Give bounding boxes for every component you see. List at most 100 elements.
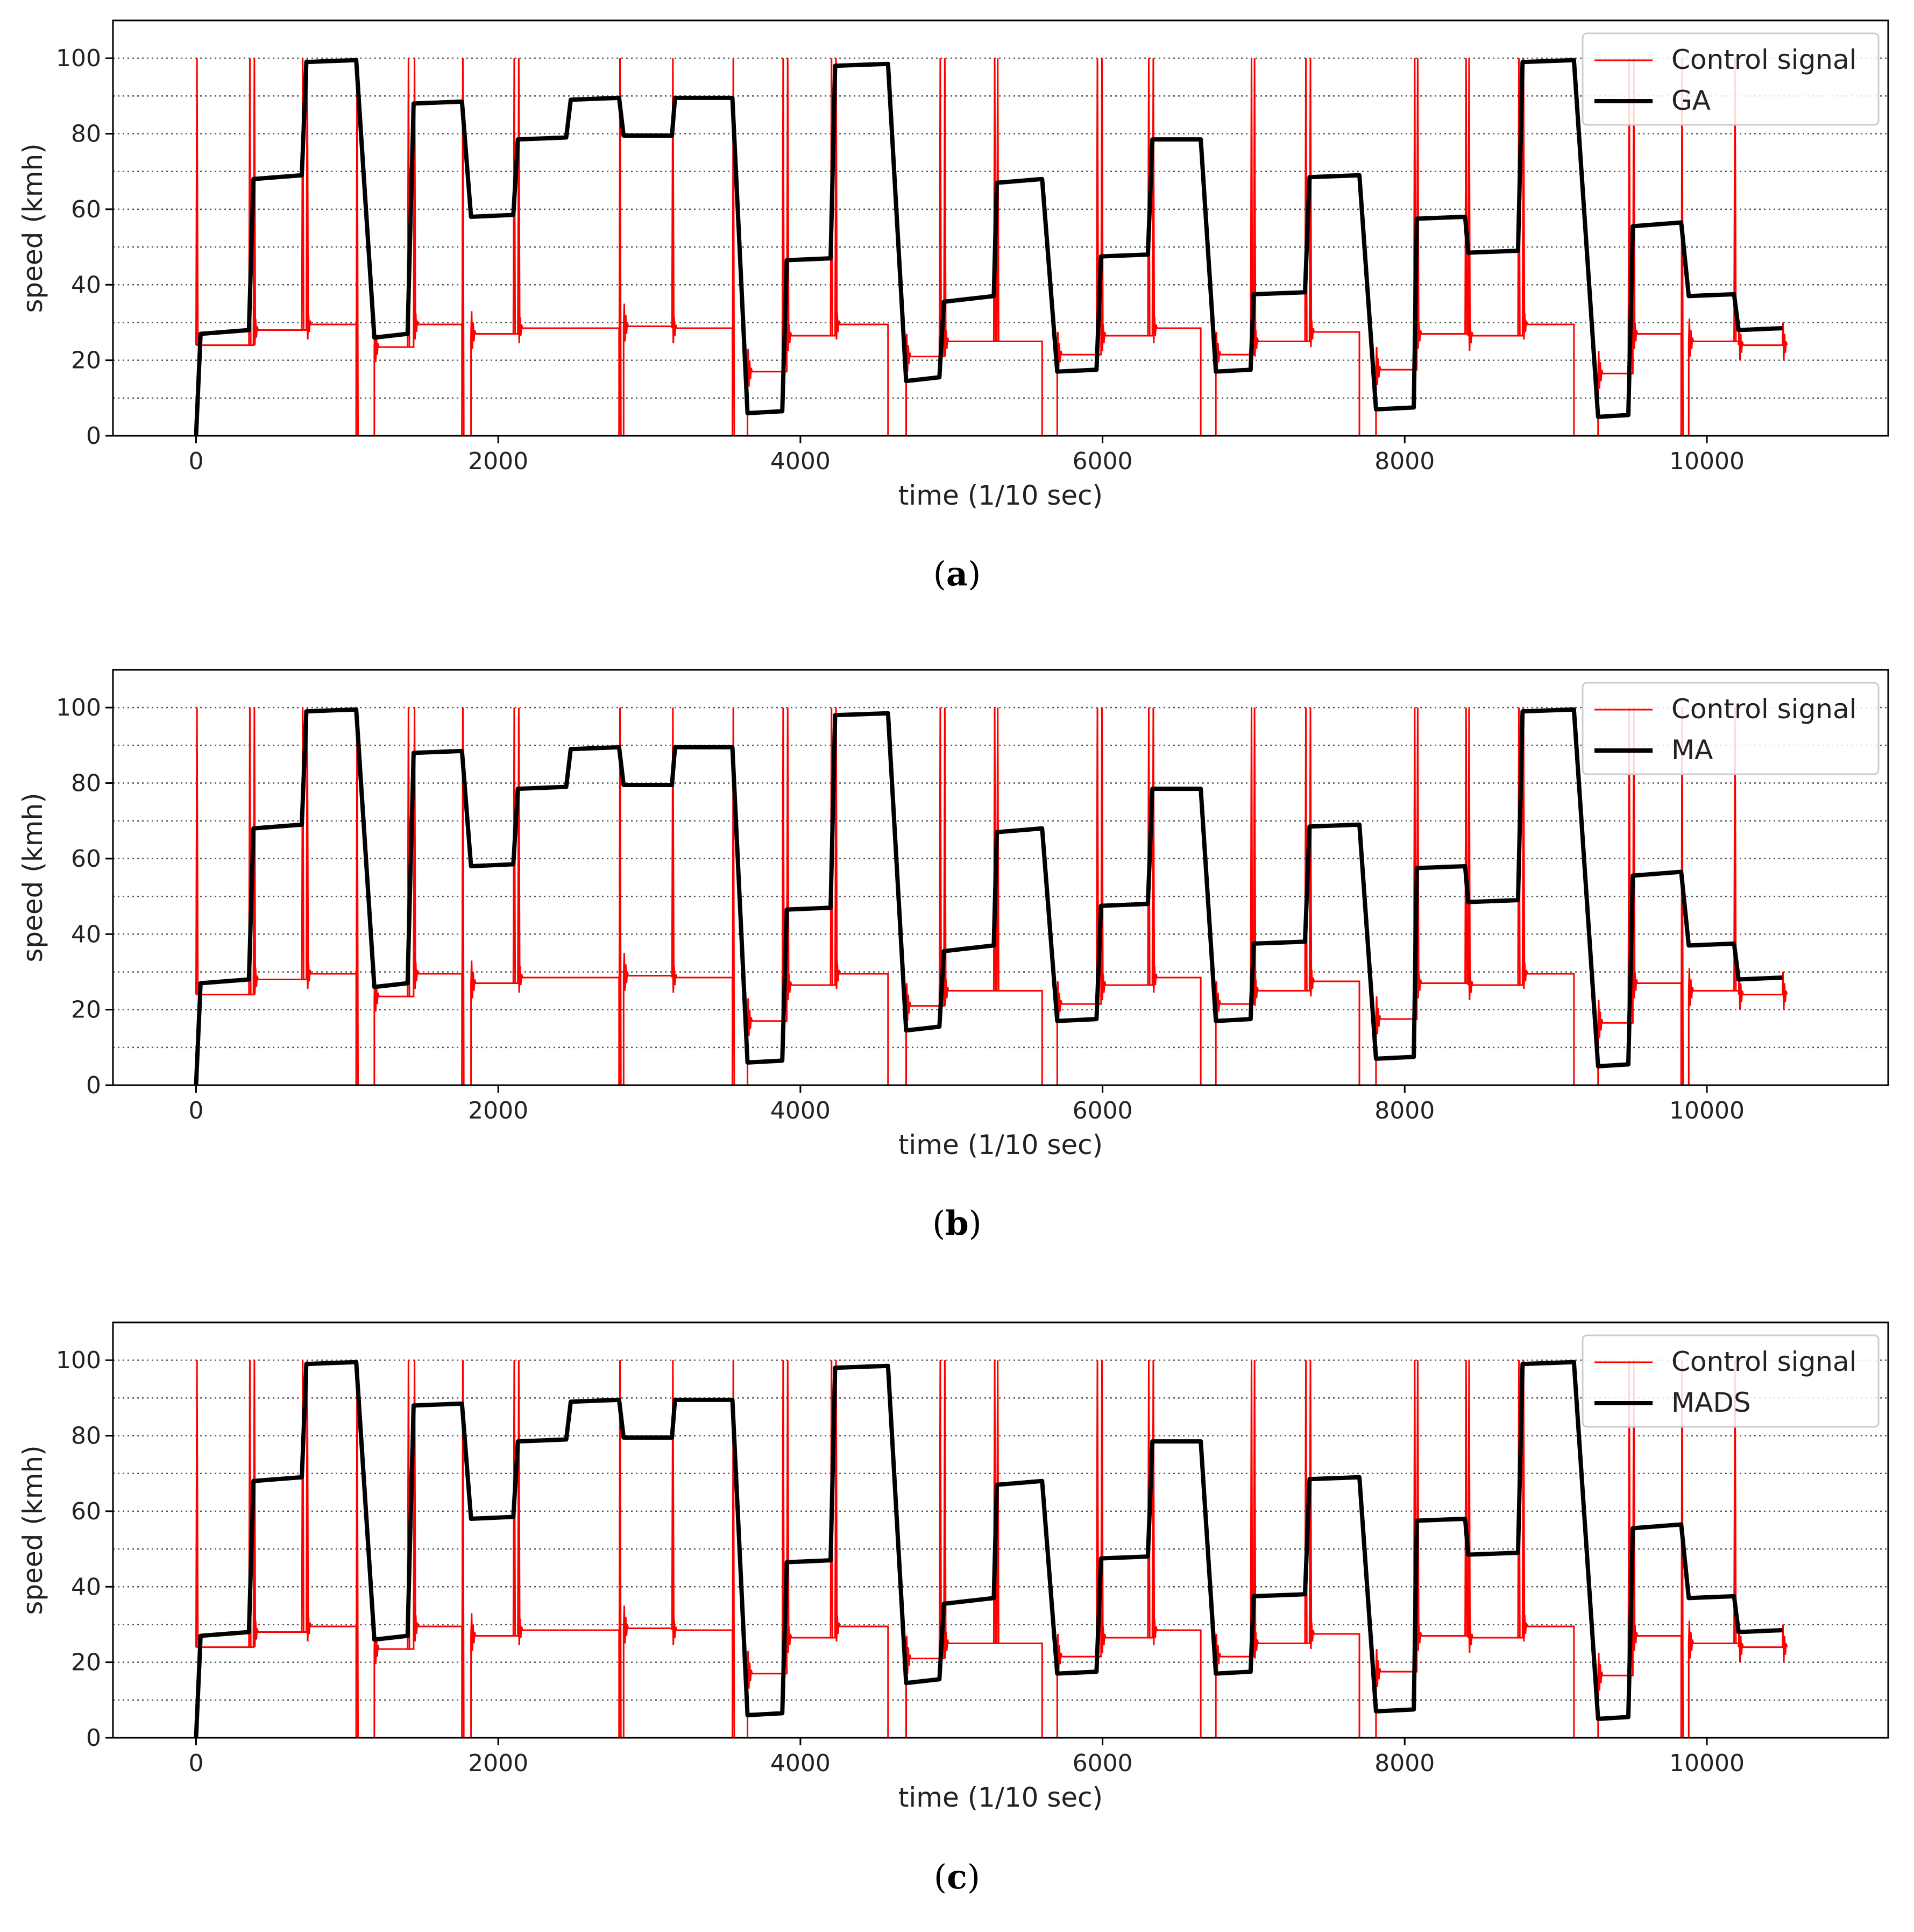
x-axis-label: time (1/10 sec)	[898, 1782, 1103, 1813]
x-tick-label: 2000	[468, 448, 528, 475]
control-spike	[461, 58, 465, 436]
plot-area	[194, 1360, 1788, 1738]
y-tick-label: 80	[71, 121, 101, 148]
control-spike	[943, 58, 947, 342]
x-axis-label: time (1/10 sec)	[898, 480, 1103, 511]
control-spike	[301, 58, 304, 330]
control-spike	[834, 707, 838, 974]
caption-b: (b)	[932, 1204, 982, 1243]
control-spike	[461, 707, 465, 1085]
control-spike	[618, 1360, 622, 1738]
control-spike	[943, 707, 947, 991]
control-spike	[1464, 1360, 1468, 1636]
y-tick-label: 0	[86, 1072, 101, 1099]
control-spike	[517, 58, 521, 328]
control-spike	[834, 1360, 838, 1626]
control-spike	[731, 58, 735, 436]
y-tick-label: 100	[56, 45, 101, 72]
control-signal-line	[196, 1603, 1788, 1738]
x-axis-label: time (1/10 sec)	[898, 1129, 1103, 1160]
control-spike	[834, 58, 838, 324]
y-tick-label: 60	[71, 196, 101, 223]
chart-panel-b: 0 2000 4000 6000 8000 10000 0 20 40 60 80 100 time (…	[0, 649, 1914, 1243]
control-spike	[671, 58, 675, 328]
control-spike	[731, 1360, 735, 1738]
caption-letter-a: a	[946, 554, 968, 593]
x-tick-label: 8000	[1374, 1097, 1435, 1124]
control-spike	[671, 707, 675, 978]
control-spike	[413, 1360, 416, 1626]
legend-box	[1582, 682, 1880, 775]
x-tick-label: 0	[188, 1750, 203, 1777]
control-spike	[301, 1360, 304, 1632]
y-tick-label: 0	[86, 1724, 101, 1752]
control-spike	[786, 707, 790, 986]
y-tick-label: 40	[71, 1573, 101, 1601]
control-spike	[1250, 58, 1253, 355]
control-spike	[1467, 1360, 1471, 1638]
legend-label-speed: MA	[1671, 734, 1713, 766]
chart-c: 0 2000 4000 6000 8000 10000 0 20 40 60 80 100 time (…	[17, 1321, 1889, 1813]
y-axis-label: speed (kmh)	[17, 143, 48, 313]
control-spike	[1308, 58, 1313, 332]
control-spike	[1151, 1360, 1156, 1630]
x-tick-label: 10000	[1669, 1097, 1745, 1124]
x-tick-label: 0	[188, 1097, 203, 1124]
y-tick-label: 20	[71, 1649, 101, 1676]
x-tick-label: 10000	[1669, 1750, 1745, 1777]
control-spike	[1252, 58, 1257, 342]
control-spike	[781, 58, 785, 372]
control-signal-line	[196, 301, 1788, 436]
control-spike	[618, 707, 622, 1085]
legend: Control signal MA	[1582, 682, 1880, 775]
control-spike	[1308, 1360, 1313, 1634]
legend-label-control: Control signal	[1671, 44, 1857, 75]
control-spike	[413, 707, 416, 974]
control-spike	[1095, 58, 1100, 355]
control-spike	[1521, 1360, 1526, 1626]
y-tick-label: 40	[71, 921, 101, 948]
control-spike	[461, 1360, 465, 1738]
control-spike	[1100, 1360, 1104, 1638]
control-spike	[195, 707, 199, 995]
chart-panel-c: 0 2000 4000 6000 8000 10000 0 20 40 60 80 100 time (…	[0, 1302, 1914, 1896]
x-tick-label: 6000	[1073, 448, 1133, 475]
control-spike	[305, 58, 309, 324]
control-spike	[1467, 707, 1471, 986]
axes-frame	[112, 1321, 1889, 1739]
control-spike	[195, 58, 199, 345]
plot-area	[194, 58, 1788, 436]
control-spike	[517, 1360, 521, 1630]
speed-line	[194, 58, 1783, 436]
x-tick-label: 2000	[468, 1750, 528, 1777]
control-spike	[305, 707, 309, 974]
control-spike	[781, 707, 785, 1021]
x-tick-label: 4000	[770, 448, 831, 475]
y-tick-label: 20	[71, 347, 101, 374]
y-tick-label: 60	[71, 1498, 101, 1525]
control-spike	[517, 707, 521, 978]
y-tick-label: 100	[56, 694, 101, 721]
control-spike	[943, 1360, 947, 1644]
x-tick-label: 8000	[1374, 448, 1435, 475]
y-tick-label: 100	[56, 1347, 101, 1374]
caption-c: (c)	[933, 1857, 981, 1896]
control-spike	[671, 1360, 675, 1630]
y-tick-label: 60	[71, 845, 101, 873]
caption-letter-c: c	[947, 1857, 967, 1896]
control-spike	[1252, 707, 1257, 991]
x-tick-label: 2000	[468, 1097, 528, 1124]
x-tick-label: 4000	[770, 1750, 831, 1777]
control-spike	[938, 1360, 942, 1659]
control-spike	[786, 58, 790, 336]
plot-area	[194, 707, 1788, 1085]
legend-label-control: Control signal	[1671, 693, 1857, 725]
control-spike	[938, 58, 942, 357]
speed-line	[194, 707, 1783, 1085]
legend-box	[1582, 1334, 1880, 1428]
control-spike	[1308, 707, 1313, 982]
axes-frame	[112, 669, 1889, 1086]
control-spike	[195, 1360, 199, 1647]
control-spike	[305, 1360, 309, 1626]
control-spike	[781, 1360, 785, 1674]
